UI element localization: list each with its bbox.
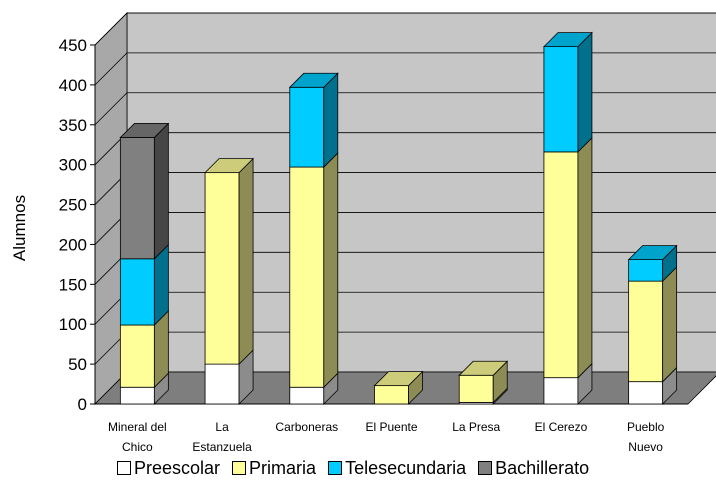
y-tick-label: 50 — [68, 355, 87, 374]
x-tick-label: La Estanzuela — [192, 420, 252, 454]
bar-front — [543, 151, 579, 379]
x-tick-label: La Presa — [452, 420, 500, 434]
y-tick-label: 450 — [59, 36, 87, 55]
bar-segment-primaria — [119, 310, 169, 389]
bar-front — [289, 86, 325, 168]
y-tick-label: 400 — [59, 76, 87, 95]
legend-item: Preescolar — [117, 458, 220, 479]
bar-segment-preescolar — [119, 372, 169, 405]
bar-segment-bachillerato — [119, 122, 170, 260]
legend-item: Telesecundaria — [328, 458, 466, 479]
bar-side — [577, 136, 593, 379]
bar-segment-primaria — [543, 136, 593, 379]
bar-front — [628, 280, 664, 383]
bar-segment-telesecundaria — [542, 31, 593, 153]
bar-top — [458, 360, 509, 376]
bar-segment-preescolar — [204, 349, 254, 405]
bar-side — [323, 152, 339, 389]
x-tick-label: Mineral del Chico — [108, 420, 167, 454]
y-tick-labels: 0 50 100 150 200 250 300 350 400 450 — [59, 36, 87, 414]
legend-label: Telesecundaria — [345, 457, 467, 478]
bar-top — [373, 371, 424, 387]
bar-segment-primaria — [458, 360, 509, 404]
bar-segment-primaria — [628, 266, 678, 383]
bar-segment-primaria — [289, 152, 339, 389]
y-tick-label: 100 — [59, 315, 87, 334]
legend-swatch — [232, 461, 247, 475]
legend-swatch — [478, 461, 493, 475]
bar-front — [628, 259, 664, 282]
bar-segment-telesecundaria — [288, 72, 339, 169]
bar-front — [204, 363, 240, 405]
bar-front — [119, 324, 155, 388]
bar-front — [374, 385, 409, 405]
gridline — [94, 12, 716, 46]
y-tick-label: 300 — [59, 156, 87, 175]
bar-front — [119, 137, 155, 260]
bar-front — [458, 374, 494, 403]
bar-side — [323, 72, 339, 169]
bar-front — [543, 377, 579, 405]
y-tick-label: 200 — [59, 235, 87, 254]
bar-side — [662, 266, 678, 383]
bar-segment-telesecundaria — [627, 244, 678, 283]
bar-top — [542, 32, 593, 47]
bar-front — [543, 46, 579, 153]
x-tick-labels: Mineral del Chico La Estanzuela Carboneras El… — [108, 420, 665, 454]
bar-front — [289, 166, 325, 388]
x-tick-label: El Cerezo — [535, 420, 588, 434]
legend-label: Preescolar — [134, 457, 221, 478]
y-tick-label: 150 — [59, 275, 87, 294]
legend-label: Primaria — [249, 457, 317, 478]
bar-front — [204, 172, 240, 365]
bar-top — [119, 123, 170, 138]
bar-side — [577, 31, 593, 153]
bar-front — [119, 258, 155, 326]
bar-front — [628, 381, 664, 405]
x-tick-label: Pueblo Nuevo — [627, 420, 665, 454]
y-axis-title: Alumnos — [10, 195, 29, 261]
gridline — [94, 52, 716, 86]
bar-front — [289, 386, 325, 405]
bar-side — [238, 157, 254, 366]
bar-top — [204, 158, 255, 174]
y-tick-label: 0 — [78, 395, 87, 414]
bar-segment-preescolar — [628, 366, 678, 405]
y-tick-label: 350 — [59, 116, 87, 135]
bar-top — [288, 72, 339, 88]
bar-segment-preescolar — [289, 372, 339, 405]
bar-segment-primaria — [373, 370, 424, 405]
legend-item: Bachillerato — [478, 458, 589, 479]
gridline — [94, 92, 716, 126]
legend-swatch — [117, 461, 131, 475]
legend-item: Primaria — [232, 458, 316, 479]
bar-top — [627, 245, 678, 261]
bar-segment-primaria — [204, 157, 255, 366]
y-tick-label: 250 — [59, 196, 87, 215]
x-tick-label: Carboneras — [275, 420, 338, 434]
bar-side — [153, 122, 169, 260]
bar-front — [119, 386, 155, 405]
bars — [119, 31, 678, 405]
x-tick-label: El Puente — [365, 420, 417, 434]
chart-walls — [94, 12, 716, 405]
legend: Preescolar Primaria Telesecundaria Bachille… — [117, 456, 595, 480]
legend-label: Bachillerato — [495, 457, 590, 478]
legend-swatch — [328, 461, 343, 475]
